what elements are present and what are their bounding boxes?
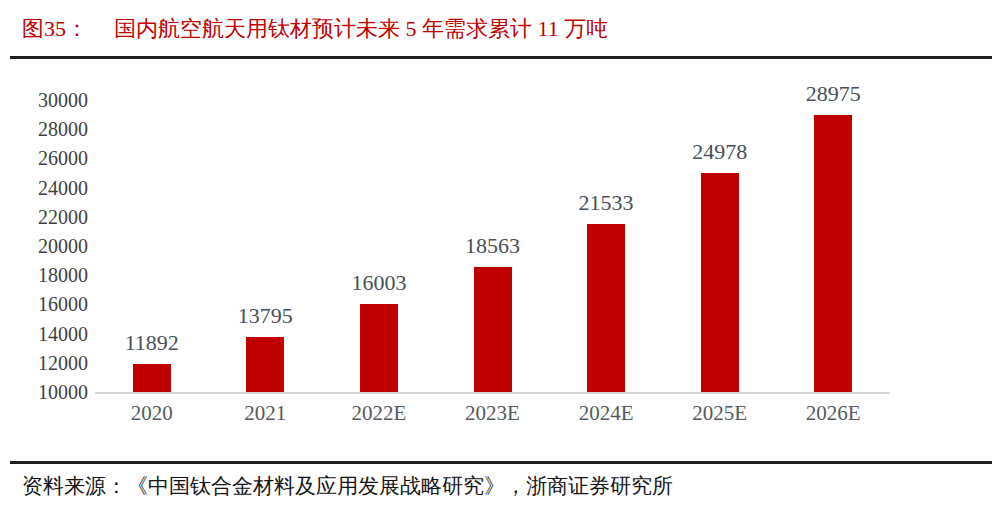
y-tick-label: 14000 xyxy=(38,324,88,344)
x-tick-label: 2024E xyxy=(579,401,634,426)
data-label: 18563 xyxy=(465,235,520,257)
x-tick-label: 2026E xyxy=(806,401,861,426)
y-tick-label: 20000 xyxy=(38,236,88,256)
data-label: 16003 xyxy=(351,272,406,294)
y-tick-label: 28000 xyxy=(38,119,88,139)
y-tick-label: 10000 xyxy=(38,382,88,402)
x-tick-label: 2020 xyxy=(131,401,173,426)
bar xyxy=(814,115,852,392)
bar xyxy=(133,364,171,392)
bar xyxy=(360,304,398,392)
bar xyxy=(474,267,512,392)
footer-divider xyxy=(10,461,992,464)
bar xyxy=(246,337,284,392)
y-tick-label: 12000 xyxy=(38,353,88,373)
source-note: 资料来源：《中国钛合金材料及应用发展战略研究》，浙商证券研究所 xyxy=(22,472,673,500)
bar-slot: 249782025E xyxy=(663,100,777,392)
bar-slot: 137952021 xyxy=(209,100,323,392)
bar xyxy=(701,173,739,392)
bar xyxy=(587,224,625,392)
bar-slot: 118922020 xyxy=(95,100,209,392)
data-label: 11892 xyxy=(125,332,179,354)
y-tick-label: 24000 xyxy=(38,178,88,198)
title-divider xyxy=(10,56,992,59)
bar-slot: 185632023E xyxy=(436,100,550,392)
x-tick-label: 2023E xyxy=(465,401,520,426)
y-axis: 30000 28000 26000 24000 22000 20000 18000 16000… xyxy=(0,90,88,402)
x-tick-label: 2021 xyxy=(244,401,286,426)
figure-header: 图35： 国内航空航天用钛材预计未来 5 年需求累计 11 万吨 xyxy=(22,16,608,42)
data-label: 13795 xyxy=(238,305,293,327)
y-tick-label: 18000 xyxy=(38,265,88,285)
data-label: 28975 xyxy=(806,83,861,105)
figure-title: 国内航空航天用钛材预计未来 5 年需求累计 11 万吨 xyxy=(114,16,608,41)
bar-chart: 30000 28000 26000 24000 22000 20000 18000 16000… xyxy=(0,85,1000,430)
y-tick-label: 30000 xyxy=(38,90,88,110)
bar-series: 118922020137952021160032022E185632023E21… xyxy=(95,100,890,392)
bar-slot: 160032022E xyxy=(322,100,436,392)
x-tick-label: 2022E xyxy=(352,401,407,426)
x-axis-line xyxy=(95,392,890,394)
y-tick-label: 22000 xyxy=(38,207,88,227)
x-tick-label: 2025E xyxy=(692,401,747,426)
data-label: 21533 xyxy=(579,192,634,214)
bar-slot: 215332024E xyxy=(549,100,663,392)
data-label: 24978 xyxy=(692,141,747,163)
figure-number: 图35： xyxy=(22,16,88,41)
plot-area: 118922020137952021160032022E185632023E21… xyxy=(95,100,890,392)
bar-slot: 289752026E xyxy=(776,100,890,392)
y-tick-label: 16000 xyxy=(38,294,88,314)
y-tick-label: 26000 xyxy=(38,148,88,168)
